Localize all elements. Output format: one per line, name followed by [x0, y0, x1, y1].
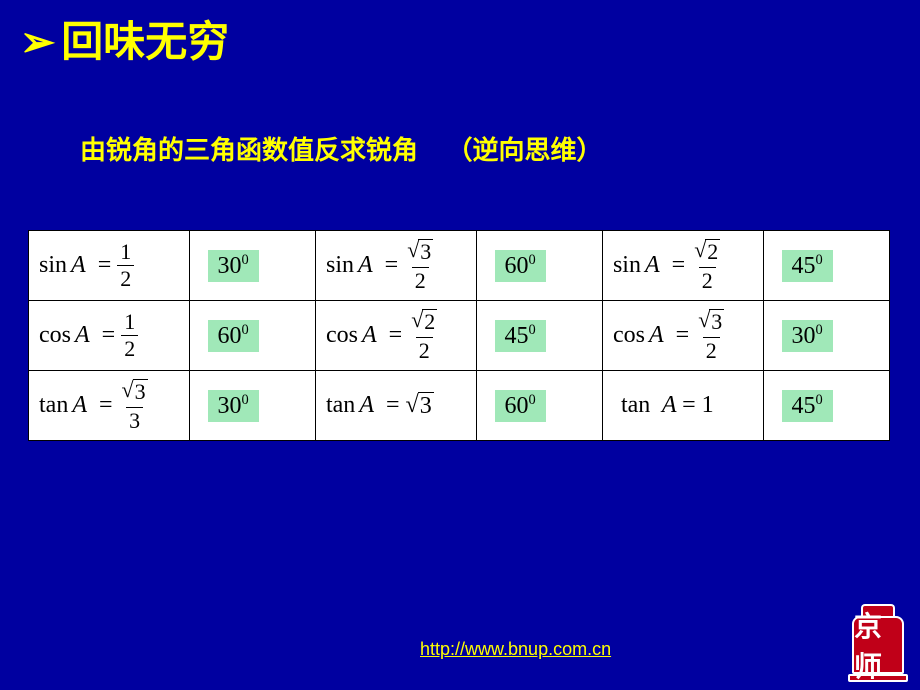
- slide-title: ➢回味无穷: [20, 8, 229, 69]
- answer-cell: 600: [476, 371, 602, 441]
- answer-value: 60: [218, 323, 242, 349]
- answer-cell: 450: [763, 231, 889, 301]
- answer-cell: 450: [763, 371, 889, 441]
- logo-text: 京师: [852, 616, 904, 674]
- radicand: 3: [418, 392, 434, 419]
- denominator: 2: [117, 265, 134, 290]
- equation-cell: sin A = 3 2: [315, 231, 476, 301]
- subtitle-main: 由锐角的三角函数值反求锐角: [80, 136, 418, 165]
- trig-table: sin A = 1 2 300 sin A = 3: [28, 230, 890, 441]
- equation-cell: cos A = 2 2: [315, 301, 476, 371]
- equation-cell: sin A = 2 2: [602, 231, 763, 301]
- equation-cell: tan A = 3: [315, 371, 476, 441]
- answer-value: 60: [505, 393, 529, 419]
- publisher-logo: 京师: [848, 604, 908, 684]
- numerator: 1: [121, 311, 138, 335]
- answer-value: 60: [505, 253, 529, 279]
- rhs-value: 1: [702, 392, 714, 418]
- slide: ➢回味无穷 由锐角的三角函数值反求锐角 （逆向思维） sin A = 1 2 3…: [0, 0, 920, 690]
- denominator: 2: [121, 335, 138, 360]
- slide-subtitle: 由锐角的三角函数值反求锐角 （逆向思维）: [80, 130, 603, 167]
- footer-link[interactable]: http://www.bnup.com.cn: [420, 639, 611, 660]
- denominator: 2: [703, 337, 720, 362]
- answer-value: 30: [218, 393, 242, 419]
- answer-cell: 600: [476, 231, 602, 301]
- denominator: 2: [412, 267, 429, 292]
- answer-value: 45: [792, 253, 816, 279]
- answer-cell: 300: [763, 301, 889, 371]
- fn-label: sin: [326, 252, 354, 279]
- var-label: A: [71, 252, 86, 279]
- fn-label: sin: [613, 252, 641, 279]
- answer-value: 30: [792, 323, 816, 349]
- var-label: A: [649, 322, 664, 349]
- fn-label: cos: [39, 322, 71, 349]
- equation-cell: tan A = 3 3: [29, 371, 190, 441]
- table-row: sin A = 1 2 300 sin A = 3: [29, 231, 890, 301]
- answer-value: 45: [505, 323, 529, 349]
- fn-label: tan: [39, 392, 68, 419]
- radicand: 3: [133, 379, 148, 404]
- bullet-icon: ➢: [20, 18, 55, 65]
- var-label: A: [75, 322, 90, 349]
- answer-cell: 300: [189, 371, 315, 441]
- answer-cell: 300: [189, 231, 315, 301]
- table-row: cos A = 1 2 600 cos A = 2: [29, 301, 890, 371]
- var-label: A: [645, 252, 660, 279]
- denominator: 2: [416, 337, 433, 362]
- fn-label: tan: [621, 392, 650, 418]
- equation-cell: cos A = 3 2: [602, 301, 763, 371]
- answer-value: 45: [792, 393, 816, 419]
- numerator: 1: [117, 241, 134, 265]
- radicand: 3: [418, 239, 433, 264]
- radicand: 3: [709, 309, 724, 334]
- fn-label: cos: [613, 322, 645, 349]
- answer-cell: 450: [476, 301, 602, 371]
- equation-cell: cos A = 1 2: [29, 301, 190, 371]
- radicand: 2: [422, 309, 437, 334]
- table-row: tan A = 3 3 300 tan A = 3: [29, 371, 890, 441]
- title-text: 回味无穷: [61, 18, 229, 65]
- equation-cell: tan A = 1: [602, 371, 763, 441]
- var-label: A: [358, 252, 373, 279]
- radicand: 2: [705, 239, 720, 264]
- var-label: A: [359, 392, 374, 419]
- var-label: A: [362, 322, 377, 349]
- denominator: 3: [126, 407, 143, 432]
- fn-label: tan: [326, 392, 355, 419]
- var-label: A: [662, 392, 676, 418]
- fn-label: sin: [39, 252, 67, 279]
- denominator: 2: [699, 267, 716, 292]
- answer-value: 30: [218, 253, 242, 279]
- answer-cell: 600: [189, 301, 315, 371]
- equation-cell: sin A = 1 2: [29, 231, 190, 301]
- var-label: A: [72, 392, 87, 419]
- subtitle-note: （逆向思维）: [447, 136, 603, 165]
- fn-label: cos: [326, 322, 358, 349]
